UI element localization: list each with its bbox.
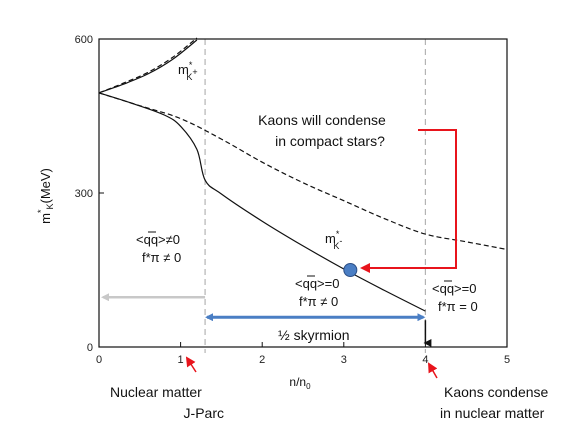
question-line-1: Kaons will condense [258, 112, 386, 128]
y-tick-label-2: 600 [75, 34, 93, 46]
bottom-right-line-2: in nuclear matter [440, 405, 545, 421]
red-pointer-line [360, 129, 457, 273]
x-tick-label-0: 0 [96, 354, 102, 366]
red-small-arrow-right [428, 362, 438, 379]
region-left-fpi: f*π ≠ 0 [142, 250, 181, 265]
skyrmion-label: ½ skyrmion [278, 327, 350, 343]
range-arrows [101, 293, 432, 347]
plot-frame [98, 38, 508, 348]
question-line-2: in compact stars? [275, 133, 385, 149]
axis-ticks: 0 1 2 3 4 5 0 300 600 [75, 34, 510, 366]
x-axis-label: n/n0 [289, 375, 311, 391]
data-series [98, 37, 508, 312]
y-tick-label-1: 300 [75, 188, 93, 200]
x-tick-label-1: 1 [178, 354, 184, 366]
series-line-3 [98, 92, 508, 251]
region-right-condensate: <qq>=0 [432, 281, 476, 296]
region-mid-condensate: <qq>=0 [295, 276, 339, 291]
m-kplus-label: m* K+ [178, 60, 198, 82]
m-kminus-label: m* K- [325, 229, 342, 251]
y-axis-label: m*K(MeV) [36, 168, 55, 224]
x-tick-label-3: 3 [341, 354, 347, 366]
y-tick-label-0: 0 [87, 342, 93, 354]
bottom-right-line-1: Kaons condense [444, 384, 549, 400]
bottom-left-line-2: J-Parc [184, 405, 224, 421]
red-small-arrow-left [185, 356, 197, 373]
vertical-guide-lines [204, 39, 426, 353]
series-line-0 [98, 39, 198, 94]
x-tick-label-5: 5 [504, 354, 510, 366]
bottom-left-line-1: Nuclear matter [110, 384, 202, 400]
region-mid-fpi: f*π ≠ 0 [299, 294, 338, 309]
region-right-fpi: f*π = 0 [438, 299, 478, 314]
series-line-1 [98, 37, 198, 94]
data-marker [343, 263, 358, 277]
x-tick-label-4: 4 [422, 354, 428, 366]
x-tick-label-2: 2 [259, 354, 265, 366]
region-left-condensate: <qq>≠0 [136, 232, 180, 247]
